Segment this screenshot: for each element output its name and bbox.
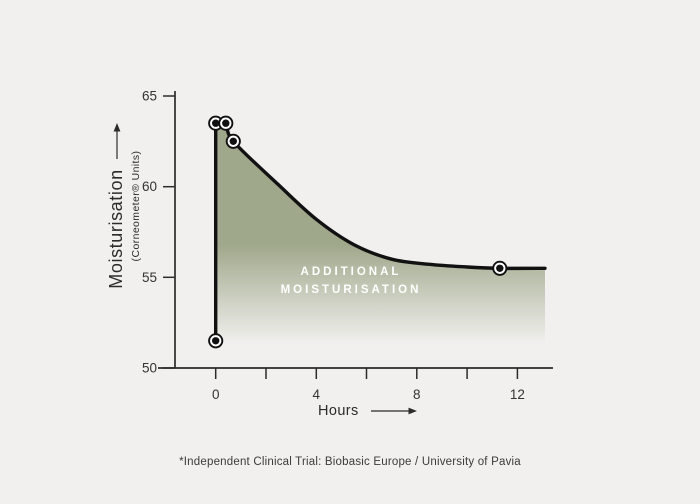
area-annotation: ADDITIONAL MOISTURISATION [226,263,476,299]
x-axis-title: Hours [318,403,359,419]
y-axis-label-group: Moisturisation (Corneometer® Units) [100,118,148,294]
y-axis-arrow-icon [113,123,120,160]
data-point-dot [222,119,230,127]
data-point [208,333,224,349]
x-tick-label: 4 [313,387,321,402]
x-tick-label: 0 [212,387,220,402]
data-point [492,260,508,276]
y-axis-title-row: Moisturisation [106,123,127,289]
y-tick-label: 50 [142,361,157,376]
y-tick-label: 55 [142,270,157,285]
data-points [208,115,508,349]
data-point [225,133,241,149]
area-fill [215,121,545,344]
data-point-dot [212,337,220,345]
y-axis-title: Moisturisation [106,169,126,289]
data-point [208,115,224,131]
data-point-dot [496,264,504,272]
area-annotation-line2: MOISTURISATION [280,284,422,296]
trend-line [214,120,547,271]
area-annotation-line1: ADDITIONAL [300,266,402,278]
y-tick-label: 65 [142,89,157,104]
footnote: *Independent Clinical Trial: Biobasic Eu… [179,456,521,468]
y-axis-subtitle: (Corneometer® Units) [130,150,142,262]
x-axis-arrow-icon [370,407,417,415]
axes [158,91,553,379]
data-point [218,115,234,131]
data-point-dot [212,119,220,127]
tick-labels: 65 60 55 50 0 4 8 12 [142,89,525,403]
data-point-dot [229,137,237,145]
x-tick-label: 12 [510,387,525,402]
x-axis-label-group: Hours [318,403,417,419]
y-tick-label: 60 [142,179,157,194]
x-tick-label: 8 [413,387,421,402]
